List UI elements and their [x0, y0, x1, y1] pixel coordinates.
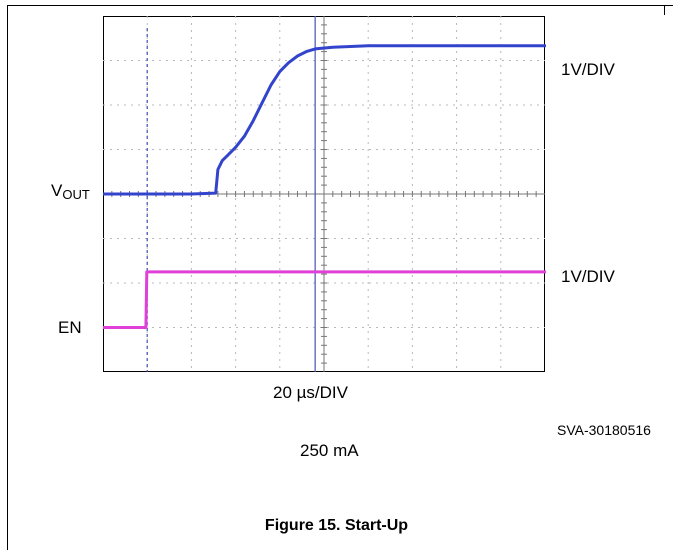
page-frame-right [664, 5, 665, 15]
time-scale-label: 20 µs/DIV [273, 383, 348, 402]
page-frame-left [7, 5, 8, 550]
traces [103, 16, 546, 372]
oscilloscope-plot [103, 16, 546, 372]
figure-code-label: SVA-30180516 [557, 422, 651, 438]
vout-scale-label: 1V/DIV [561, 60, 615, 79]
vout-channel-label: VOUT [51, 181, 90, 202]
load-current-label: 250 mA [300, 441, 359, 460]
trace-vout [103, 44, 546, 196]
page-frame-top [7, 5, 673, 6]
trace-en [103, 270, 546, 329]
en-scale-label: 1V/DIV [561, 267, 615, 286]
en-channel-label: EN [58, 318, 82, 337]
figure-caption: Figure 15. Start-Up [264, 517, 409, 534]
